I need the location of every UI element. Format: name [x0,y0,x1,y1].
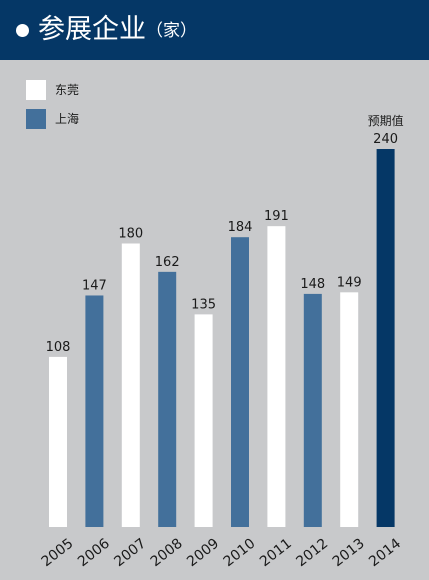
tick-label-2008: 2008 [148,536,186,571]
tick-label-2009: 2009 [184,536,222,571]
bar-2008 [158,271,177,527]
value-label-2005: 108 [46,340,71,355]
bar-2014 [376,149,395,527]
chart-title-unit: （家） [146,21,197,41]
bar-2007 [121,243,140,527]
bullet-icon [16,24,29,37]
tick-label-2011: 2011 [257,536,295,571]
value-label-2014: 240 [373,132,398,147]
value-label-2006: 147 [82,278,107,293]
tick-label-2005: 2005 [39,536,77,571]
tick-label-2006: 2006 [75,536,113,571]
bar-2006 [85,295,104,527]
chart-header: 参展企业（家） [0,0,429,60]
value-label-2012: 148 [300,277,325,292]
legend-swatch-shanghai [26,109,46,129]
forecast-annotation: 预期值 [368,113,404,128]
value-label-2010: 184 [228,220,253,235]
chart-title: 参展企业（家） [38,13,197,48]
tick-label-2012: 2012 [293,536,331,571]
value-label-2007: 180 [118,227,143,242]
tick-label-2014: 2014 [366,536,404,571]
legend-label-dongguan: 东莞 [55,83,80,97]
value-label-2008: 162 [155,255,180,270]
bar-2009 [194,314,213,527]
value-label-2013: 149 [337,275,362,290]
tick-label-2007: 2007 [111,536,149,571]
bar-2013 [340,292,359,527]
bar-2012 [303,293,322,527]
legend-swatch-dongguan [26,80,46,100]
chart-title-text: 参展企业 [38,14,146,45]
legend-label-shanghai: 上海 [55,112,80,126]
tick-label-2010: 2010 [221,536,259,571]
value-label-2011: 191 [264,209,289,224]
bar-2011 [267,226,286,528]
tick-label-2013: 2013 [330,536,368,571]
value-label-2009: 135 [191,297,216,312]
bar-2005 [49,356,67,527]
bar-2010 [231,237,249,527]
